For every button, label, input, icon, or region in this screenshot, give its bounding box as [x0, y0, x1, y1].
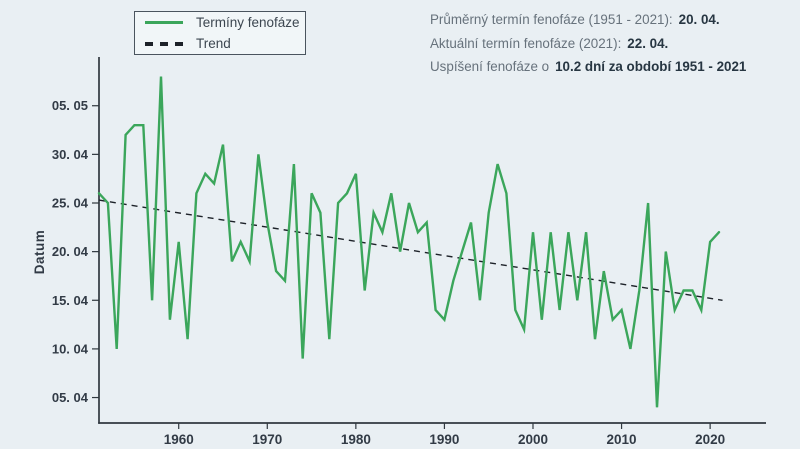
legend-item-series: Termíny fenofáze [145, 15, 305, 31]
annotation-average-date-text: Průměrný termín fenofáze (1951 - 2021): [430, 12, 673, 27]
x-tick-label: 1980 [341, 432, 371, 447]
summary-annotations: Průměrný termín fenofáze (1951 - 2021): 2… [430, 8, 795, 79]
series-line [97, 76, 721, 408]
trend-line-swatch [145, 41, 183, 46]
x-tick-label: 2020 [695, 432, 725, 447]
x-tick-label: 1970 [252, 432, 282, 447]
x-tick-label: 1990 [429, 432, 459, 447]
series-line-swatch [145, 21, 183, 24]
y-tick-label: 20. 04 [52, 244, 89, 259]
annotation-current-date: Aktuální termín fenofáze (2021): 22. 04. [430, 32, 795, 56]
x-tick-label: 2000 [518, 432, 548, 447]
y-tick-label: 25. 04 [52, 196, 89, 211]
x-tick-label: 2010 [607, 432, 637, 447]
x-tick-label: 1960 [164, 432, 194, 447]
annotation-average-date-value: 20. 04. [678, 12, 720, 27]
annotation-shift-value: 10.2 dní za období 1951 - 2021 [555, 59, 747, 74]
legend-label-series: Termíny fenofáze [196, 15, 300, 30]
y-tick-label: 05. 05 [52, 98, 88, 113]
annotation-current-date-text: Aktuální termín fenofáze (2021): [430, 35, 622, 51]
y-tick-label: 10. 04 [52, 341, 89, 356]
annotation-current-date-value: 22. 04. [627, 35, 669, 51]
y-tick-label: 15. 04 [52, 293, 89, 308]
legend-item-trend: Trend [145, 36, 305, 52]
chart-legend: Termíny fenofáze Trend [134, 11, 306, 55]
y-tick-label: 05. 04 [52, 390, 89, 405]
annotation-shift: Uspíšení fenofáze o 10.2 dní za období 19… [430, 55, 795, 79]
legend-label-trend: Trend [196, 36, 231, 51]
y-tick-label: 30. 04 [52, 147, 89, 162]
y-axis-title: Datum [32, 230, 47, 275]
annotation-average-date: Průměrný termín fenofáze (1951 - 2021): 2… [430, 8, 795, 32]
annotation-shift-text: Uspíšení fenofáze o [430, 59, 550, 74]
